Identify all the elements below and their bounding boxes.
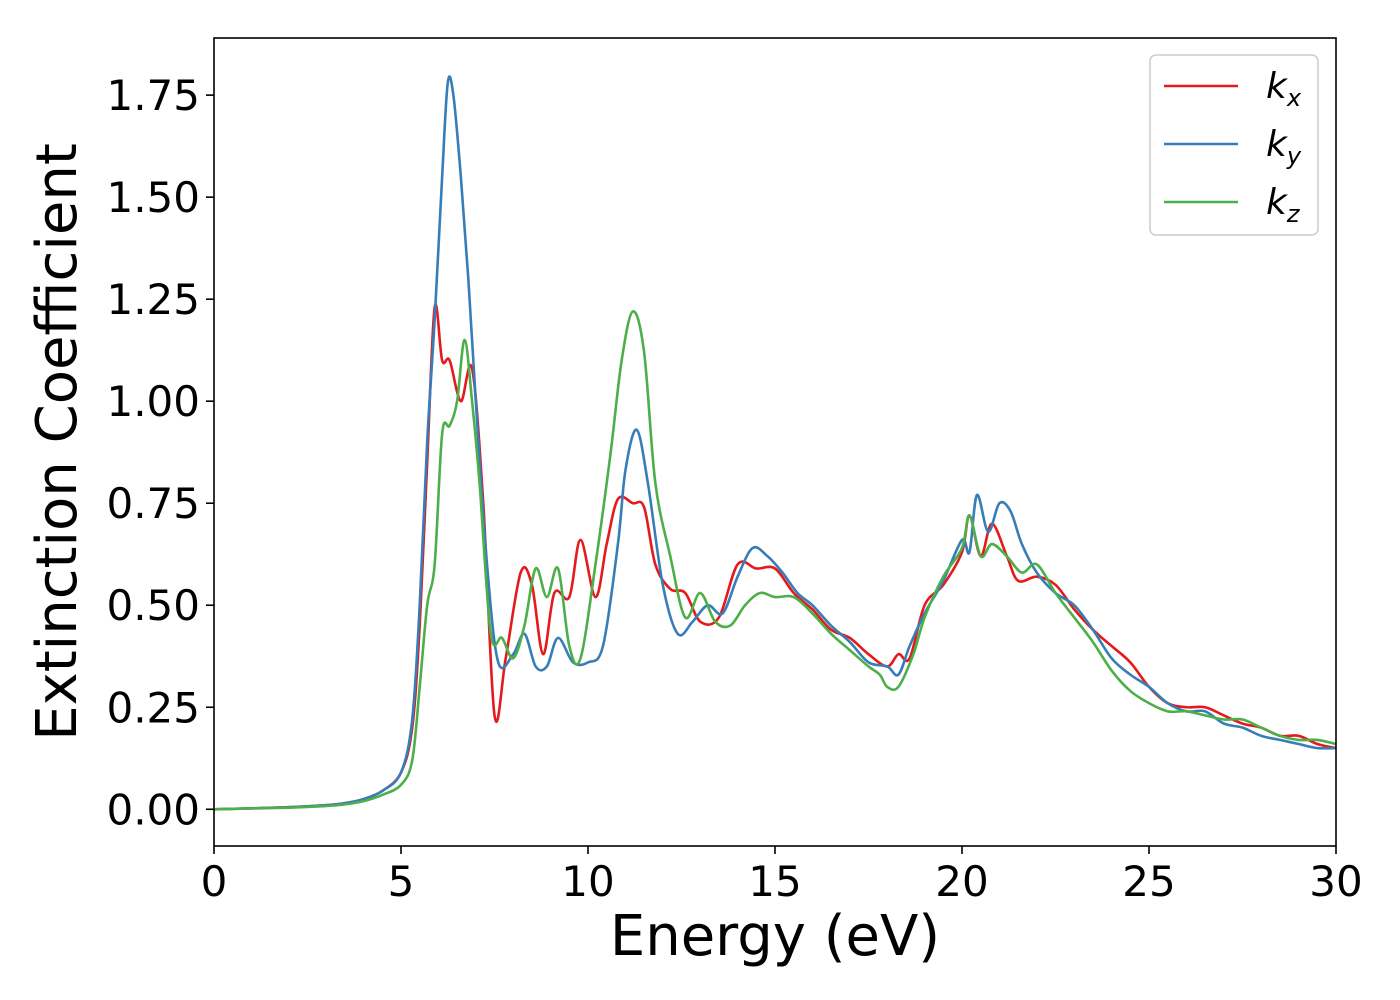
x-tick-label: 25 [1122, 857, 1175, 906]
y-tick-label: 0.50 [106, 581, 200, 630]
y-tick-label: 1.50 [106, 173, 200, 222]
x-axis-ticks: 0 5 10 15 20 25 30 [201, 846, 1363, 906]
y-tick-label: 0.25 [106, 683, 200, 732]
legend-label-kz: kz [1266, 182, 1301, 228]
y-tick-label: 1.00 [106, 377, 200, 426]
x-tick-label: 15 [748, 857, 801, 906]
x-tick-label: 10 [561, 857, 614, 906]
y-tick-label: 0.00 [106, 785, 200, 834]
y-tick-label: 1.25 [106, 275, 200, 324]
legend-label-kx: kx [1266, 66, 1302, 112]
x-tick-label: 20 [935, 857, 988, 906]
y-tick-label: 1.75 [106, 71, 200, 120]
x-tick-label: 5 [388, 857, 415, 906]
y-axis-title: Extinction Coefficient [25, 143, 90, 741]
series-line-kz [214, 310, 1336, 811]
legend: kx ky kz [1149, 54, 1319, 236]
y-axis-ticks: 0.00 0.25 0.50 0.75 1.00 1.25 1.50 1.75 [106, 71, 214, 834]
series-layer [214, 75, 1336, 811]
series-line-ky [214, 75, 1336, 811]
y-tick-label: 0.75 [106, 479, 200, 528]
x-tick-label: 30 [1309, 857, 1362, 906]
legend-label-ky: ky [1266, 124, 1302, 170]
series-line-kx [214, 303, 1336, 811]
x-tick-label: 0 [201, 857, 228, 906]
x-axis-title: Energy (eV) [610, 904, 940, 969]
